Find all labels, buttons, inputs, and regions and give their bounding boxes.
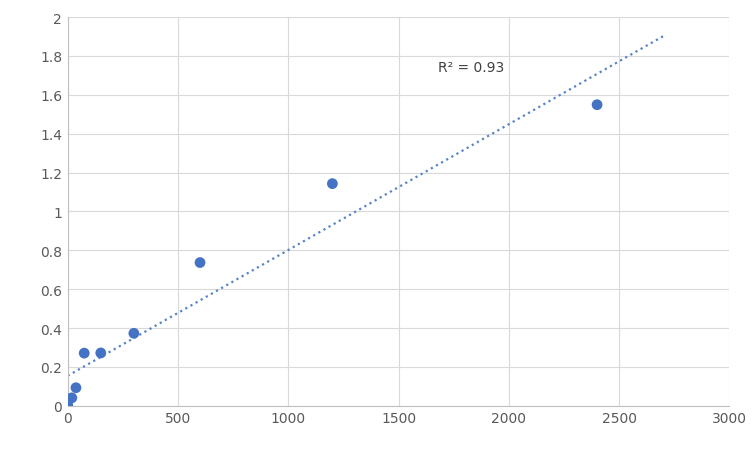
Point xyxy=(128,330,140,337)
Point xyxy=(95,350,107,357)
Point xyxy=(66,394,77,401)
Point xyxy=(591,102,603,109)
Point xyxy=(194,259,206,267)
Point xyxy=(62,401,74,409)
Point xyxy=(326,181,338,188)
Text: R² = 0.93: R² = 0.93 xyxy=(438,61,505,75)
Point xyxy=(78,350,90,357)
Point xyxy=(70,384,82,391)
